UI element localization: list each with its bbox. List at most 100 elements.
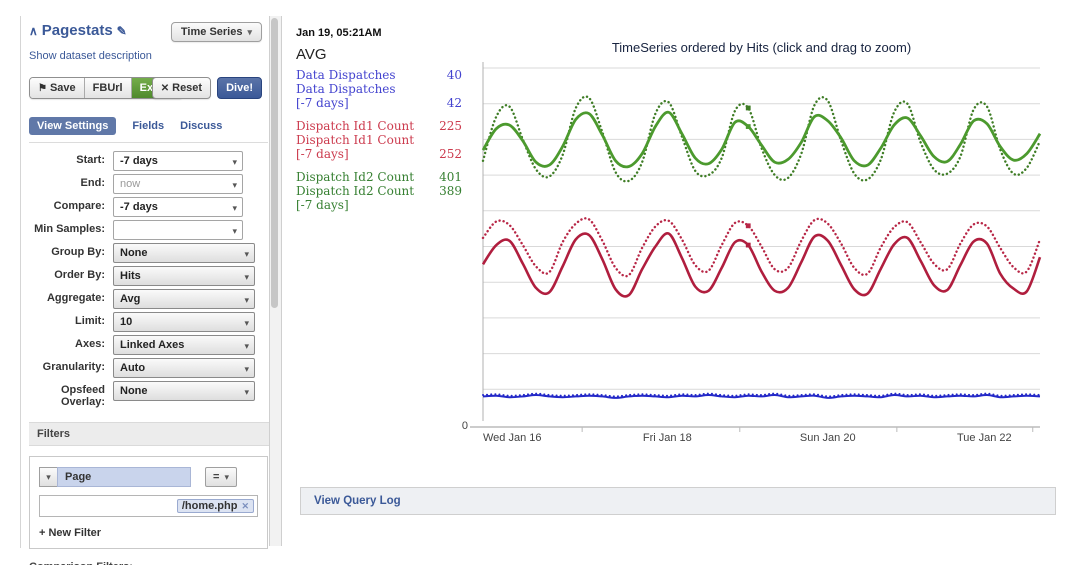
legend-series-value: 42 xyxy=(446,96,462,110)
min-samples-label: Min Samples: xyxy=(34,223,105,235)
page-title-text: Pagestats xyxy=(41,22,113,39)
fburl-button[interactable]: FBUrl xyxy=(84,78,132,98)
save-button[interactable]: ⚑ Save xyxy=(30,78,85,98)
setting-row-axes: Axes: Linked Axes ▾ xyxy=(29,335,268,355)
tab-fields[interactable]: Fields xyxy=(132,120,165,132)
legend-entry-dispatch-id1: Dispatch Id1 Count 225 Dispatch Id1 Count… xyxy=(296,119,462,161)
filter-field-dropdown-icon[interactable]: ▾ xyxy=(39,467,57,487)
opsfeed-overlay-value: None xyxy=(120,385,148,397)
hover-timestamp: Jan 19, 05:21AM xyxy=(296,27,382,39)
dataset-description-link[interactable]: Show dataset description xyxy=(29,50,152,62)
view-mode-label: Time Series xyxy=(180,26,243,38)
compare-select[interactable]: -7 days ▾ xyxy=(113,197,243,217)
end-label: End: xyxy=(80,177,105,189)
reset-label: Reset xyxy=(172,82,203,94)
limit-value: 10 xyxy=(120,316,133,328)
legend-series-name: [-7 days] xyxy=(296,147,349,161)
chevron-down-icon: ▾ xyxy=(244,387,249,397)
legend-series-value: 225 xyxy=(439,119,462,133)
toolbar-right: ✕ Reset Dive! xyxy=(151,77,262,99)
group-by-value: None xyxy=(120,247,148,259)
aggregate-select[interactable]: Avg ▾ xyxy=(113,289,255,309)
legend-series-value: 401 xyxy=(439,170,462,184)
legend-series-name: Dispatch Id2 Count xyxy=(296,170,415,184)
setting-row-limit: Limit: 10 ▾ xyxy=(29,312,268,332)
svg-text:0: 0 xyxy=(462,420,468,432)
legend-series-name: Dispatch Id1 Count xyxy=(296,133,415,147)
limit-select[interactable]: 10 ▾ xyxy=(113,312,255,332)
new-filter-button[interactable]: + New Filter xyxy=(39,527,102,539)
chevron-down-icon: ▾ xyxy=(232,226,237,236)
sidebar-header: ∧ Pagestats ✎ Time Series ▾ xyxy=(29,22,268,46)
filter-token: /home.php ✕ xyxy=(176,499,254,513)
setting-row-min-samples: Min Samples: ▾ xyxy=(29,220,268,240)
chevron-down-icon: ▾ xyxy=(232,157,237,167)
legend-series-name: [-7 days] xyxy=(296,198,349,212)
end-select[interactable]: now ▾ xyxy=(113,174,243,194)
filter-operator-select[interactable]: = ▾ xyxy=(205,467,237,487)
setting-row-granularity: Granularity: Auto ▾ xyxy=(29,358,268,378)
axes-select[interactable]: Linked Axes ▾ xyxy=(113,335,255,355)
filter-operator-value: = xyxy=(213,471,220,483)
compare-label: Compare: xyxy=(53,200,105,212)
svg-text:Wed Jan 16: Wed Jan 16 xyxy=(483,432,542,444)
legend-series-value: 389 xyxy=(439,184,462,198)
chart-title: TimeSeries ordered by Hits (click and dr… xyxy=(611,40,912,55)
setting-row-opsfeed-overlay: Opsfeed Overlay: None ▾ xyxy=(29,381,268,408)
setting-row-group-by: Group By: None ▾ xyxy=(29,243,268,263)
aggregate-label: AVG xyxy=(296,46,327,63)
granularity-select[interactable]: Auto ▾ xyxy=(113,358,255,378)
chevron-down-icon: ▾ xyxy=(232,203,237,213)
opsfeed-overlay-select[interactable]: None ▾ xyxy=(113,381,255,401)
group-by-label: Group By: xyxy=(51,246,105,258)
chevron-down-icon: ▾ xyxy=(244,341,249,351)
page-title: ∧ Pagestats ✎ xyxy=(29,22,127,39)
sidebar-scrollbar[interactable] xyxy=(269,16,282,546)
compare-value: -7 days xyxy=(120,201,158,213)
close-icon: ✕ xyxy=(160,83,170,94)
dive-button[interactable]: Dive! xyxy=(217,77,262,99)
timeseries-chart: TimeSeries ordered by Hits (click and dr… xyxy=(455,40,1065,460)
svg-text:Sun Jan 20: Sun Jan 20 xyxy=(800,432,856,444)
start-select[interactable]: -7 days ▾ xyxy=(113,151,243,171)
edit-pencil-icon[interactable]: ✎ xyxy=(116,24,127,38)
filter-field-select[interactable]: Page xyxy=(57,467,191,487)
granularity-value: Auto xyxy=(120,362,146,374)
filter-box: ▾ Page = ▾ /home.php ✕ + New Filter xyxy=(29,456,268,549)
order-by-select[interactable]: Hits ▾ xyxy=(113,266,255,286)
token-close-icon[interactable]: ✕ xyxy=(241,501,249,511)
comparison-filters-header: Comparison Filters: xyxy=(29,561,268,565)
view-query-log-bar[interactable]: View Query Log xyxy=(300,487,1056,515)
scrollbar-thumb[interactable] xyxy=(271,18,278,308)
reset-button[interactable]: ✕ Reset xyxy=(151,77,212,99)
order-by-label: Order By: xyxy=(54,269,105,281)
view-mode-dropdown[interactable]: Time Series ▾ xyxy=(170,22,262,42)
legend-series-value: 40 xyxy=(446,68,462,82)
collapse-icon[interactable]: ∧ xyxy=(29,24,38,38)
legend-series-name: Dispatch Id2 Count xyxy=(296,184,415,198)
group-by-select[interactable]: None ▾ xyxy=(113,243,255,263)
svg-text:Tue Jan 22: Tue Jan 22 xyxy=(957,432,1012,444)
chevron-down-icon: ▾ xyxy=(247,27,252,37)
legend-entry-dispatch-id2: Dispatch Id2 Count 401 Dispatch Id2 Count… xyxy=(296,170,462,212)
legend-series-value: 252 xyxy=(439,147,462,161)
end-value: now xyxy=(120,178,141,190)
tab-view-settings[interactable]: View Settings xyxy=(29,117,117,135)
sidebar-tabs: View Settings Fields Discuss xyxy=(29,117,268,143)
legend-series-name: Data Dispatches xyxy=(296,82,396,96)
view-settings-form: Start: -7 days ▾ End: now ▾ Compare: -7 da… xyxy=(29,151,268,408)
timeseries-chart-svg[interactable]: 0 Wed Jan 16 Fri Jan 18 Sun Jan 20 Tue Jan 2… xyxy=(455,60,1055,450)
setting-row-compare: Compare: -7 days ▾ xyxy=(29,197,268,217)
granularity-label: Granularity: xyxy=(42,361,105,373)
filter-value-input[interactable]: /home.php ✕ xyxy=(39,495,258,517)
min-samples-select[interactable]: ▾ xyxy=(113,220,243,240)
order-by-value: Hits xyxy=(120,270,141,282)
tab-discuss[interactable]: Discuss xyxy=(180,120,223,132)
chevron-down-icon: ▾ xyxy=(244,249,249,259)
setting-row-aggregate: Aggregate: Avg ▾ xyxy=(29,289,268,309)
setting-row-end: End: now ▾ xyxy=(29,174,268,194)
save-flag-icon: ⚑ xyxy=(38,83,47,94)
setting-row-start: Start: -7 days ▾ xyxy=(29,151,268,171)
aggregate-value: Avg xyxy=(120,293,141,305)
